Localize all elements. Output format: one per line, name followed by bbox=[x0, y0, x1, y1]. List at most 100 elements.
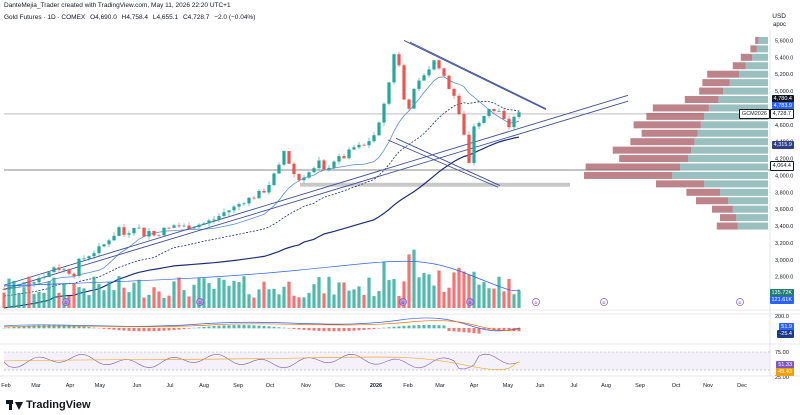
x-axis-tick: Mar bbox=[31, 383, 41, 389]
symbol-title[interactable]: Gold Futures · 1D · COMEX bbox=[4, 14, 86, 21]
volume-bar bbox=[172, 281, 176, 308]
macd-tag-1: 51.9 bbox=[779, 323, 794, 331]
macd-histogram-bar bbox=[232, 325, 236, 329]
candle-body bbox=[407, 99, 411, 109]
candle-body bbox=[242, 203, 246, 205]
candle-body bbox=[332, 161, 336, 168]
candle-body bbox=[132, 228, 136, 234]
macd-line bbox=[3, 317, 521, 332]
candle-body bbox=[277, 164, 281, 174]
candle-body bbox=[182, 225, 186, 227]
event-marker-label: D bbox=[65, 300, 68, 305]
candle-body bbox=[272, 173, 276, 186]
macd-histogram-bar bbox=[497, 328, 501, 331]
macd-histogram-bar bbox=[362, 328, 366, 330]
change-value: −2.0 (−0.04%) bbox=[214, 14, 256, 21]
volume-profile-up-bar bbox=[732, 205, 768, 213]
x-axis-tick: Apr bbox=[66, 383, 75, 389]
volume-profile-up-bar bbox=[720, 188, 768, 196]
volume-bar bbox=[17, 292, 21, 308]
candle-body bbox=[382, 103, 386, 123]
macd-histogram-bar bbox=[67, 325, 71, 329]
event-marker-icon bbox=[600, 298, 608, 306]
ohlc-legend: Gold Futures · 1D · COMEX O4,690.0 H4,75… bbox=[4, 14, 258, 21]
candle-body bbox=[32, 282, 36, 284]
x-axis-tick: Sep bbox=[233, 383, 243, 389]
candle-body bbox=[417, 80, 421, 89]
volume-bar bbox=[302, 297, 306, 308]
volume-bar bbox=[237, 282, 241, 308]
candle-body bbox=[287, 151, 291, 164]
candle-body bbox=[127, 233, 131, 235]
macd-histogram-bar bbox=[167, 328, 171, 331]
trend-channel-bottom bbox=[3, 100, 629, 290]
rsi-line bbox=[3, 353, 520, 370]
tradingview-logo[interactable]: TradingView bbox=[6, 399, 91, 411]
candle-body bbox=[227, 210, 231, 213]
macd-histogram-bar bbox=[222, 325, 226, 329]
candle-body bbox=[467, 134, 471, 164]
volume-bar bbox=[37, 291, 41, 308]
candle-body bbox=[447, 75, 451, 89]
candle-body bbox=[357, 144, 361, 148]
candle-body bbox=[252, 197, 256, 199]
volume-bar bbox=[487, 288, 491, 308]
volume-bar bbox=[282, 286, 286, 308]
volume-profile-down-bar bbox=[702, 79, 730, 87]
volume-profile-down-bar bbox=[686, 188, 720, 196]
rsi-tag-1: 51.33 bbox=[776, 361, 794, 369]
macd-histogram-bar bbox=[107, 328, 111, 330]
volume-bar bbox=[372, 296, 376, 308]
volume-profile-up-bar bbox=[728, 197, 768, 205]
volume-bar bbox=[197, 278, 201, 308]
macd-histogram-bar bbox=[432, 325, 436, 329]
price-axis-tick: 3,000.0 bbox=[775, 258, 793, 264]
volume-profile-up-bar bbox=[700, 121, 768, 129]
volume-profile-down-bar bbox=[585, 163, 680, 171]
volume-bar bbox=[227, 285, 231, 308]
volume-bar bbox=[2, 292, 6, 308]
price-axis-tick: 3,200.0 bbox=[775, 241, 793, 247]
candle-body bbox=[167, 227, 171, 229]
macd-histogram-bar bbox=[127, 328, 131, 331]
candle-body bbox=[72, 273, 76, 276]
candle-body bbox=[477, 122, 481, 127]
macd-histogram-bar bbox=[32, 325, 36, 329]
volume-profile-up-bar bbox=[704, 180, 768, 188]
macd-histogram-bar bbox=[287, 328, 291, 329]
volume-bar bbox=[102, 290, 106, 308]
rsi-axis-tick: 25.00 bbox=[775, 375, 789, 381]
volume-profile-down-bar bbox=[712, 205, 733, 213]
volume-bar bbox=[72, 283, 76, 308]
x-axis-tick: Dec bbox=[737, 383, 747, 389]
volume-bar bbox=[112, 290, 116, 308]
candle-body bbox=[87, 256, 91, 259]
volume-profile-down-bar bbox=[707, 70, 740, 78]
x-axis-tick: Dec bbox=[335, 383, 345, 389]
macd-histogram-bar bbox=[327, 328, 331, 332]
currency-sub-label: apoc bbox=[772, 22, 786, 28]
candle-body bbox=[502, 110, 506, 119]
macd-histogram-bar bbox=[122, 328, 126, 331]
candle-body bbox=[432, 60, 436, 70]
trend-channel-top bbox=[3, 94, 629, 286]
candle-body bbox=[207, 220, 211, 224]
volume-bar bbox=[262, 281, 266, 308]
candle-body bbox=[212, 219, 216, 221]
volume-bar bbox=[352, 289, 356, 308]
volume-profile-up-bar bbox=[752, 53, 768, 61]
candle-body bbox=[307, 172, 311, 178]
macd-histogram-bar bbox=[172, 328, 176, 331]
candle-body bbox=[222, 212, 226, 216]
candle-body bbox=[352, 147, 356, 150]
macd-histogram-bar bbox=[452, 328, 456, 332]
candle-body bbox=[112, 235, 116, 241]
volume-profile-up-bar bbox=[745, 62, 768, 70]
macd-histogram-bar bbox=[142, 328, 146, 332]
volume-bar bbox=[367, 277, 371, 308]
volume-bar bbox=[232, 280, 236, 308]
last-price-tag: 4,728.7 bbox=[769, 109, 794, 119]
x-axis-tick: Aug bbox=[601, 383, 611, 389]
volume-bar bbox=[447, 287, 451, 308]
